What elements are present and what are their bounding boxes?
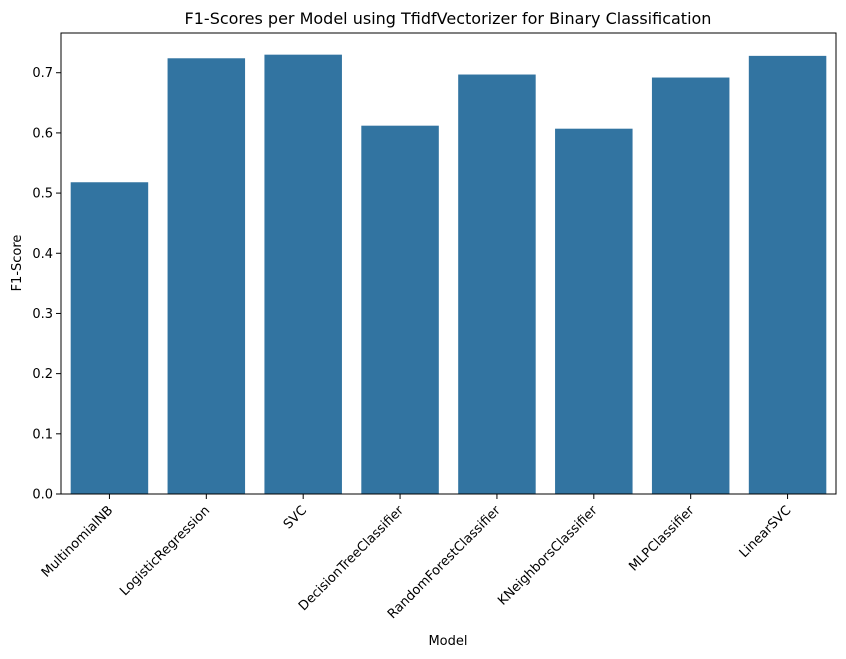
y-tick-label: 0.6	[32, 126, 53, 141]
plot-area: 0.0 0.1 0.2 0.3 0.4 0.5 0.6 0.7 MultinomialNB Log…	[32, 32, 837, 622]
axes-frame	[60, 32, 837, 495]
chart-title: F1-Scores per Model using TfidfVectorize…	[185, 9, 712, 28]
x-tick-label: KNeighborsClassifier	[495, 503, 601, 609]
bar-decisiontreeclassifier	[361, 125, 439, 495]
bar-mlpclassifier	[651, 77, 730, 494]
y-tick-label: 0.5	[32, 187, 53, 202]
bar-linearsvc	[748, 55, 827, 495]
x-axis-title: Model	[428, 634, 467, 649]
x-tick-label: LinearSVC	[737, 503, 795, 561]
x-tick-label: MultinomialNB	[39, 503, 116, 580]
bar-multinomialnb	[70, 182, 149, 494]
bar-logisticregression	[167, 58, 246, 494]
y-tick-label: 0.4	[32, 247, 53, 262]
y-tick-label: 0.3	[32, 307, 53, 322]
x-tick-label: RandomForestClassifier	[385, 503, 504, 622]
bar-svc	[264, 54, 342, 494]
y-tick-label: 0.2	[32, 367, 53, 382]
x-tick-label: MLPClassifier	[626, 503, 698, 575]
x-tick-label: LogisticRegression	[117, 503, 213, 599]
bar-randomforestclassifier	[458, 74, 536, 494]
bar-kneighborsclassifier	[555, 128, 633, 494]
y-axis-title: F1-Score	[10, 235, 25, 292]
x-tick-label: SVC	[281, 503, 310, 532]
y-tick-label: 0.7	[32, 66, 53, 81]
x-tick-label: DecisionTreeClassifier	[296, 503, 407, 614]
y-tick-label: 0.1	[32, 427, 53, 442]
y-tick-label: 0.0	[32, 488, 53, 503]
